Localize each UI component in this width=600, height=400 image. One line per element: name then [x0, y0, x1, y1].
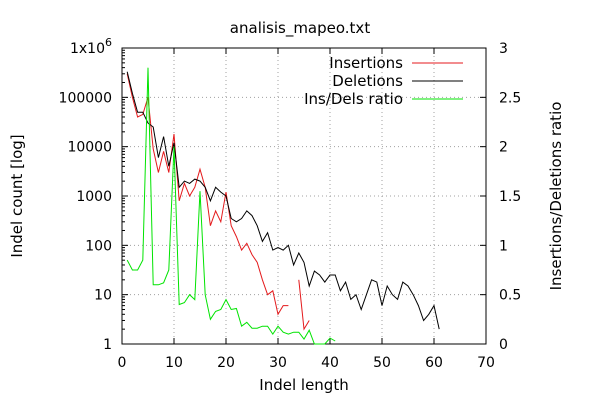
y-tick-label: 10 [94, 288, 112, 304]
series-line [298, 279, 310, 331]
legend-label: Insertions [329, 54, 403, 72]
x-tick-label: 60 [425, 355, 443, 371]
x-tick-label: 0 [118, 355, 127, 371]
y2-tick-label: 1 [499, 238, 508, 254]
y-tick-label: 100 [85, 238, 112, 254]
y-axis-label: Indel count [log] [8, 134, 26, 257]
y2-tick-label: 2 [499, 140, 508, 156]
chart-title: analisis_mapeo.txt [230, 19, 371, 38]
y2-tick-label: 2.5 [499, 90, 521, 106]
legend-label: Deletions [332, 72, 403, 90]
y2-tick-label: 0 [499, 337, 508, 353]
y2-axis-label: Insertions/Deletions ratio [547, 102, 565, 291]
series-line [126, 73, 289, 316]
ticks [121, 47, 487, 345]
x-tick-label: 10 [165, 355, 183, 371]
y-tick-label-exponent: 6 [105, 36, 112, 49]
y2-tick-label: 1.5 [499, 189, 521, 205]
series-insertions [126, 73, 310, 331]
y-tick-label: 1x106 [70, 36, 112, 57]
series-line [126, 67, 336, 345]
series-deletions [126, 71, 440, 330]
series-ins-dels-ratio [126, 67, 336, 345]
x-tick-label: 30 [269, 355, 287, 371]
series-layer [126, 67, 440, 345]
y-tick-labels: 1 10 100 1000 10000 100000 1x106 [59, 36, 112, 353]
legend-label: Ins/Dels ratio [304, 90, 403, 108]
x-tick-label: 70 [477, 355, 495, 371]
y2-tick-labels: 0 0.5 1 1.5 2 2.5 3 [499, 41, 521, 353]
y-tick-label: 100000 [59, 90, 112, 106]
x-tick-label: 50 [373, 355, 391, 371]
y-tick-label: 10000 [67, 140, 112, 156]
x-axis-label: Indel length [259, 376, 348, 394]
x-tick-label: 20 [217, 355, 235, 371]
y-tick-label: 1 [103, 337, 112, 353]
y-tick-label: 1000 [76, 189, 112, 205]
x-tick-label: 40 [321, 355, 339, 371]
y2-tick-label: 3 [499, 41, 508, 57]
x-tick-labels: 0 10 20 30 40 50 60 70 [118, 355, 495, 371]
y2-tick-label: 0.5 [499, 288, 521, 304]
series-line [126, 71, 440, 330]
